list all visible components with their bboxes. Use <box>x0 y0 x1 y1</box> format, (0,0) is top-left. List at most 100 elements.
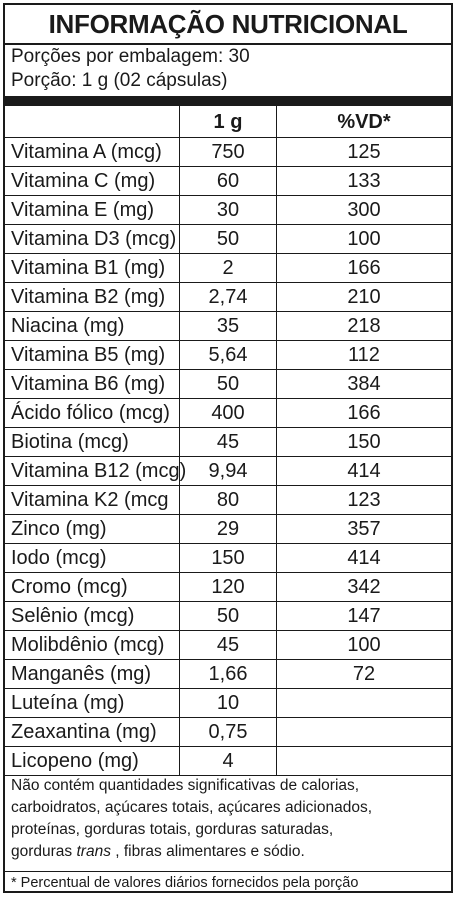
nutrients-table: 1 g %VD* Vitamina A (mcg) 750 125 Vitamina … <box>5 106 451 776</box>
table-row: Vitamina B1 (mg) 2 166 <box>5 253 451 283</box>
table-row: Vitamina B5 (mg) 5,64 112 <box>5 340 451 370</box>
nutrient-quantity: 0,75 <box>179 717 277 747</box>
nutrient-quantity: 80 <box>179 485 277 515</box>
nutrient-name: Vitamina B5 (mg) <box>5 340 180 370</box>
nutrient-quantity: 10 <box>179 688 277 718</box>
nutrient-name: Luteína (mg) <box>5 688 180 718</box>
nutrient-vd: 414 <box>276 543 451 573</box>
table-row: Zinco (mg) 29 357 <box>5 514 451 544</box>
table-row: Selênio (mcg) 50 147 <box>5 601 451 631</box>
nutrient-name: Vitamina E (mg) <box>5 195 180 225</box>
table-row: Iodo (mcg) 150 414 <box>5 543 451 573</box>
table-row: Vitamina D3 (mcg) 50 100 <box>5 224 451 254</box>
nutrient-vd: 357 <box>276 514 451 544</box>
nutrient-name: Vitamina B1 (mg) <box>5 253 180 283</box>
nutrient-vd <box>276 717 451 747</box>
table-row: Vitamina K2 (mcg 80 123 <box>5 485 451 515</box>
nutrient-vd: 123 <box>276 485 451 515</box>
label-title: INFORMAÇÃO NUTRICIONAL <box>5 5 451 45</box>
table-header-row: 1 g %VD* <box>5 107 451 138</box>
nutrient-name: Biotina (mcg) <box>5 427 180 457</box>
nutrient-quantity: 750 <box>179 137 277 167</box>
table-row: Niacina (mg) 35 218 <box>5 311 451 341</box>
nutrient-quantity: 120 <box>179 572 277 602</box>
nutrition-facts-label: INFORMAÇÃO NUTRICIONAL Porções por embal… <box>3 3 453 893</box>
nutrient-vd: 342 <box>276 572 451 602</box>
table-row: Cromo (mcg) 120 342 <box>5 572 451 602</box>
nutrient-quantity: 45 <box>179 427 277 457</box>
nutrient-quantity: 5,64 <box>179 340 277 370</box>
table-row: Vitamina B12 (mcg) 9,94 414 <box>5 456 451 486</box>
nutrient-vd: 414 <box>276 456 451 486</box>
nutrient-name: Iodo (mcg) <box>5 543 180 573</box>
nutrient-quantity: 4 <box>179 746 277 776</box>
nutrient-quantity: 400 <box>179 398 277 428</box>
nutrient-name: Manganês (mg) <box>5 659 180 689</box>
nutrient-name: Zinco (mg) <box>5 514 180 544</box>
nutrient-name: Vitamina C (mg) <box>5 166 180 196</box>
nutrient-quantity: 30 <box>179 195 277 225</box>
nutrient-name: Selênio (mcg) <box>5 601 180 631</box>
nutrient-quantity: 150 <box>179 543 277 573</box>
nutrient-name: Zeaxantina (mg) <box>5 717 180 747</box>
nutrient-vd: 384 <box>276 369 451 399</box>
nutrient-name: Vitamina B2 (mg) <box>5 282 180 312</box>
header-quantity: 1 g <box>179 107 277 138</box>
nutrient-vd: 166 <box>276 253 451 283</box>
table-row: Vitamina E (mg) 30 300 <box>5 195 451 225</box>
header-vd: %VD* <box>276 107 451 138</box>
table-row: Ácido fólico (mcg) 400 166 <box>5 398 451 428</box>
note-line: Não contém quantidades significativas de… <box>11 777 360 794</box>
servings-per-package: Porções por embalagem: 30 <box>11 46 250 67</box>
nutrient-name: Licopeno (mg) <box>5 746 180 776</box>
nutrient-name: Niacina (mg) <box>5 311 180 341</box>
nutrient-name: Vitamina D3 (mcg) <box>5 224 180 254</box>
nutrient-vd: 300 <box>276 195 451 225</box>
nutrient-quantity: 2 <box>179 253 277 283</box>
thick-divider <box>5 96 451 106</box>
note-text: gorduras <box>11 843 77 860</box>
nutrient-vd <box>276 746 451 776</box>
table-row: Zeaxantina (mg) 0,75 <box>5 717 451 747</box>
nutrient-quantity: 35 <box>179 311 277 341</box>
table-row: Molibdênio (mcg) 45 100 <box>5 630 451 660</box>
table-row: Biotina (mcg) 45 150 <box>5 427 451 457</box>
nutrient-vd: 100 <box>276 630 451 660</box>
nutrient-vd: 166 <box>276 398 451 428</box>
nutrient-quantity: 9,94 <box>179 456 277 486</box>
table-row: Licopeno (mg) 4 <box>5 746 451 776</box>
note-text: , fibras alimentares e sódio. <box>110 843 305 860</box>
nutrient-vd: 147 <box>276 601 451 631</box>
serving-size: Porção: 1 g (02 cápsulas) <box>11 70 228 91</box>
table-row: Vitamina C (mg) 60 133 <box>5 166 451 196</box>
nutrient-quantity: 45 <box>179 630 277 660</box>
table-row: Vitamina B2 (mg) 2,74 210 <box>5 282 451 312</box>
table-row: Luteína (mg) 10 <box>5 688 451 718</box>
note-line: gorduras trans , fibras alimentares e só… <box>11 841 447 863</box>
nutrient-quantity: 1,66 <box>179 659 277 689</box>
nutrient-name: Ácido fólico (mcg) <box>5 398 180 428</box>
nutrient-vd: 100 <box>276 224 451 254</box>
nutrient-vd <box>276 688 451 718</box>
footnote-divider <box>5 871 451 872</box>
note-line: proteínas, gorduras totais, gorduras sat… <box>11 821 334 838</box>
nutrient-vd: 112 <box>276 340 451 370</box>
nutrient-quantity: 2,74 <box>179 282 277 312</box>
nutrient-name: Vitamina B6 (mg) <box>5 369 180 399</box>
nutrient-quantity: 50 <box>179 601 277 631</box>
nutrient-name: Vitamina B12 (mcg) <box>5 456 186 486</box>
nutrient-quantity: 50 <box>179 369 277 399</box>
nutrition-note: Não contém quantidades significativas de… <box>11 775 447 863</box>
nutrient-name: Vitamina A (mcg) <box>5 137 180 167</box>
nutrient-name: Molibdênio (mcg) <box>5 630 180 660</box>
nutrient-vd: 133 <box>276 166 451 196</box>
note-trans-text: trans <box>76 843 111 860</box>
nutrient-vd: 150 <box>276 427 451 457</box>
nutrient-vd: 210 <box>276 282 451 312</box>
nutrient-quantity: 60 <box>179 166 277 196</box>
note-line: carboidratos, açúcares totais, açúcares … <box>11 799 373 816</box>
footnote: * Percentual de valores diários fornecid… <box>11 875 359 891</box>
nutrient-vd: 125 <box>276 137 451 167</box>
nutrient-vd: 218 <box>276 311 451 341</box>
header-nutrient <box>5 107 180 138</box>
